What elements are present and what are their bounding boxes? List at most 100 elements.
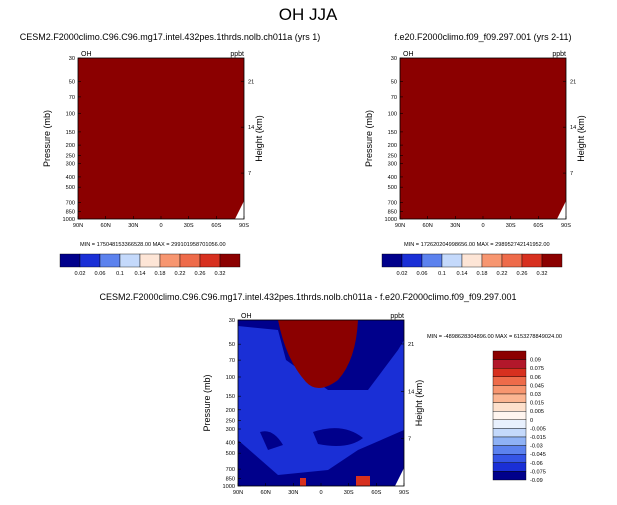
panel1-var-label: OH [81, 51, 92, 58]
panel2-ytick-label: 100 [388, 111, 397, 117]
panel2-ylabel: Pressure (mb) [364, 110, 374, 167]
diff-colorbar-swatch [492, 359, 527, 369]
panel2-ytick-label: 30 [391, 56, 397, 62]
diff-ytick-right-label: 14 [408, 389, 414, 395]
panel1-field [78, 58, 244, 219]
panel1-colorbar-label: 0.32 [215, 271, 226, 277]
panel1-colorbar-swatch [99, 253, 121, 268]
diff-region-high [278, 320, 358, 389]
panel1-colorbar-label: 0.14 [135, 271, 146, 277]
panel1-colorbar-label: 0.02 [75, 271, 86, 277]
panel1-ytick-label: 500 [66, 185, 75, 191]
diff-colorbar-swatch [492, 350, 527, 360]
panel2-ytick-label: 850 [388, 210, 397, 216]
panel1-ytick-label: 250 [66, 153, 75, 159]
panel1-colorbar-label: 0.22 [175, 271, 186, 277]
panel2-colorbar-swatch [381, 253, 403, 268]
panel1-colorbar-swatch [219, 253, 241, 268]
panel1-ytick-label: 850 [66, 210, 75, 216]
diff-ylabel-right: Height (km) [414, 380, 424, 427]
diff-colorbar-label: 0.005 [530, 409, 544, 415]
panel2-colorbar-swatch [481, 253, 503, 268]
diff-xtick-label: 60N [261, 490, 271, 496]
panel2-ytick-right-label: 7 [570, 171, 573, 177]
diff-colorbar-swatch [492, 393, 527, 403]
diff-terrain-mask [395, 468, 404, 486]
diff-ytick-label: 250 [226, 418, 235, 424]
panel1-ytick-label: 100 [66, 111, 75, 117]
panel1-ylabel-right: Height (km) [254, 115, 264, 162]
panel2-ytick-right-label: 14 [570, 125, 576, 131]
panel2-colorbar-label: 0.32 [537, 271, 548, 277]
diff-colorbar-label: 0.075 [530, 366, 544, 372]
panel1-ytick-label: 700 [66, 201, 75, 207]
panel2-xtick-label: 30S [506, 223, 516, 229]
panel1-xtick-label: 30N [128, 223, 138, 229]
panel2-ytick-label: 400 [388, 175, 397, 181]
diff-colorbar-swatch [492, 419, 527, 429]
diff-colorbar-label: 0.03 [530, 392, 541, 398]
diff-surface-red-2 [356, 476, 370, 486]
diff-ytick-label: 30 [229, 318, 235, 324]
panel1-colorbar-swatch [119, 253, 141, 268]
panel2-colorbar-label: 0.22 [497, 271, 508, 277]
panel2-colorbar-label: 0.18 [477, 271, 488, 277]
diff-xtick-label: 30N [288, 490, 298, 496]
panel2-colorbar-swatch [401, 253, 423, 268]
diff-surface-red-1 [300, 478, 306, 486]
diff-colorbar-label: -0.015 [530, 435, 546, 441]
panel2-ytick-label: 70 [391, 95, 397, 101]
panel2-field [400, 58, 566, 219]
panel2-xtick-label: 0 [481, 223, 484, 229]
diff-ytick-label: 100 [226, 375, 235, 381]
panel2-ylabel-right: Height (km) [576, 115, 586, 162]
diff-xtick-label: 30S [344, 490, 354, 496]
diff-colorbar-label: -0.03 [530, 444, 543, 450]
panel2-colorbar-label: 0.1 [438, 271, 446, 277]
panel2-var-label: OH [403, 51, 414, 58]
diff-colorbar-swatch [492, 454, 527, 464]
diff-ytick-label: 300 [226, 427, 235, 433]
panel2-ytick-label: 200 [388, 143, 397, 149]
diff-colorbar-swatch [492, 411, 527, 421]
panel1-ytick-label: 300 [66, 162, 75, 168]
diff-xtick-label: 0 [319, 490, 322, 496]
diff-colorbar-label: -0.045 [530, 452, 546, 458]
diff-colorbar-swatch [492, 445, 527, 455]
panel1-colorbar-swatch [159, 253, 181, 268]
panel1-colorbar-label: 0.1 [116, 271, 124, 277]
panel1-ytick-label: 150 [66, 130, 75, 136]
panel1-xtick-label: 90N [73, 223, 83, 229]
diff-ytick-label: 200 [226, 408, 235, 414]
panel2-ytick-label: 500 [388, 185, 397, 191]
diff-ytick-label: 700 [226, 467, 235, 473]
panel2-ytick-label: 250 [388, 153, 397, 159]
diff-colorbar-label: -0.09 [530, 478, 543, 484]
diff-colorbar-swatch [492, 436, 527, 446]
panel1-ytick-right-label: 7 [248, 171, 251, 177]
panel1-ytick-label: 1000 [63, 217, 75, 223]
diff-ytick-right-label: 7 [408, 437, 411, 443]
panel2-ytick-label: 150 [388, 130, 397, 136]
panel2-xtick-label: 60S [533, 223, 543, 229]
panel1-ytick-right-label: 14 [248, 125, 254, 131]
panel2-title: f.e20.F2000climo.f09_f09.297.001 (yrs 2-… [395, 32, 572, 42]
panel2-ytick-label: 700 [388, 201, 397, 207]
diff-colorbar-swatch [492, 471, 527, 481]
panel1-colorbar-label: 0.06 [95, 271, 106, 277]
panel2-colorbar-label: 0.26 [517, 271, 528, 277]
diff-colorbar-swatch [492, 376, 527, 386]
panel1-colorbar-swatch [179, 253, 201, 268]
panel2-ytick-right-label: 21 [570, 79, 576, 85]
panel1-ytick-label: 400 [66, 175, 75, 181]
panel2-colorbar-swatch [541, 253, 563, 268]
diff-colorbar-label: 0.06 [530, 375, 541, 381]
panel2-colorbar-label: 0.14 [457, 271, 468, 277]
diff-colorbar-label: -0.075 [530, 469, 546, 475]
panel2-colorbar-swatch [441, 253, 463, 268]
panel1-colorbar-swatch [59, 253, 81, 268]
panel1-colorbar-swatch [139, 253, 161, 268]
panel2-unit-label: ppbt [552, 51, 566, 58]
diff-title: CESM2.F2000climo.C96.C96.mg17.intel.432p… [99, 292, 516, 302]
